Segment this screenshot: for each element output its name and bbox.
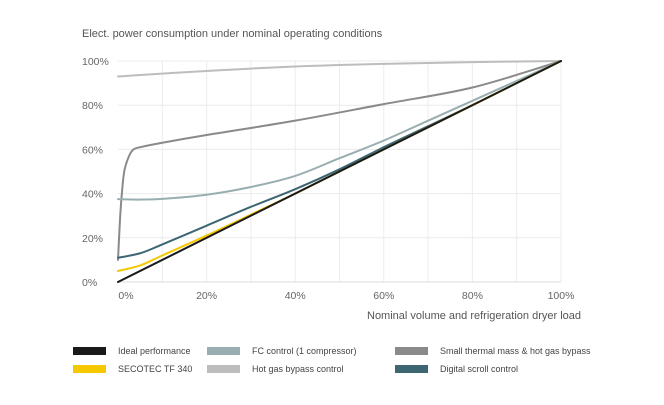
legend-label: FC control (1 compressor) xyxy=(252,346,357,356)
y-tick-label: 100% xyxy=(82,56,109,68)
legend-label: SECOTEC TF 340 xyxy=(118,364,193,374)
line-chart: 0% 20% 40% 60% 80% 100% 0% 20% 40% 60% 80% 100% Nomi… xyxy=(82,56,581,322)
legend-label: Small thermal mass & hot gas bypass xyxy=(440,346,591,356)
legend: Ideal performance SECOTEC TF 340 FC cont… xyxy=(0,343,664,383)
legend-label: Digital scroll control xyxy=(440,364,519,374)
x-tick-label: 20% xyxy=(196,290,217,302)
y-tick-label: 80% xyxy=(82,100,103,112)
legend-swatch xyxy=(73,365,106,373)
legend-swatch xyxy=(207,365,240,373)
legend-item: Ideal performance xyxy=(73,346,191,356)
legend-item: FC control (1 compressor) xyxy=(207,346,357,356)
series-line-hot-gas-bypass-control xyxy=(117,60,562,78)
legend-label: Ideal performance xyxy=(118,346,191,356)
legend-item: Digital scroll control xyxy=(395,364,518,374)
y-tick-label: 60% xyxy=(82,144,103,156)
legend-label: Hot gas bypass control xyxy=(252,364,344,374)
legend-swatch xyxy=(207,347,240,355)
x-tick-label: 40% xyxy=(285,290,306,302)
legend-item: SECOTEC TF 340 xyxy=(73,364,192,374)
y-tick-label: 40% xyxy=(82,189,103,201)
y-tick-label: 0% xyxy=(82,277,97,289)
legend-swatch xyxy=(73,347,106,355)
legend-swatch xyxy=(395,365,428,373)
x-tick-label: 80% xyxy=(462,290,483,302)
x-tick-label: 0% xyxy=(118,290,133,302)
y-tick-label: 20% xyxy=(82,233,103,245)
series-line-fc-control-1-compressor xyxy=(117,60,562,201)
x-axis-label: Nominal volume and refrigeration dryer l… xyxy=(367,310,581,322)
series-line-small-thermal-mass-hot-gas-bypass xyxy=(117,60,562,261)
x-tick-label: 60% xyxy=(373,290,394,302)
legend-item: Hot gas bypass control xyxy=(207,364,344,374)
series-line-ideal-performance xyxy=(117,60,562,283)
legend-item: Small thermal mass & hot gas bypass xyxy=(395,346,591,356)
legend-swatch xyxy=(395,347,428,355)
x-tick-label: 100% xyxy=(548,290,575,302)
chart-title: Elect. power consumption under nominal o… xyxy=(82,28,383,40)
